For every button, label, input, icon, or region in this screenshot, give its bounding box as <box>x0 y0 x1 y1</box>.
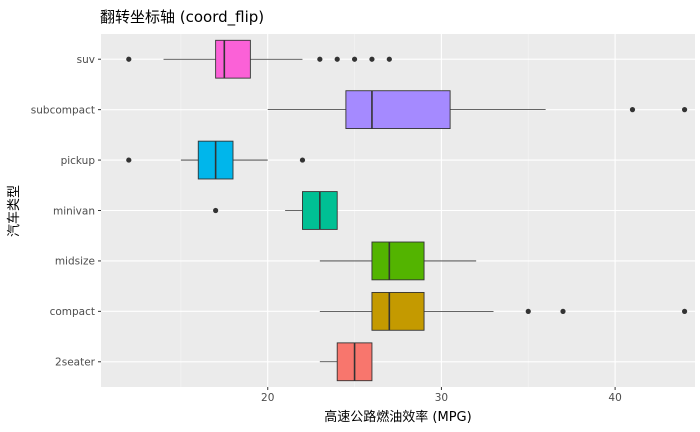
box-minivan <box>213 191 338 230</box>
y-tick-label: subcompact <box>31 104 95 116</box>
y-tick-label: pickup <box>61 155 96 167</box>
box-suv <box>126 39 392 79</box>
box-compact <box>319 291 688 331</box>
box-subcompact <box>267 90 688 130</box>
outlier-point <box>681 107 688 113</box>
outlier-point <box>317 56 323 62</box>
y-axis-ticks: 2seater compact midsize minivan pickup subcom… <box>31 54 101 369</box>
x-tick-label: 20 <box>261 392 274 404</box>
y-tick-label: midsize <box>55 256 95 268</box>
y-tick-label: 2seater <box>55 357 96 369</box>
outlier-point <box>629 107 636 113</box>
box-body <box>371 291 425 331</box>
x-tick-label: 40 <box>608 392 621 404</box>
y-tick-label: minivan <box>53 205 95 217</box>
outlier-point <box>126 56 132 62</box>
outlier-point <box>525 308 531 314</box>
chart-title: 翻转坐标轴 (coord_flip) <box>100 8 264 27</box>
outlier-point <box>386 56 392 62</box>
outlier-point <box>213 207 219 214</box>
outlier-point <box>681 308 688 314</box>
y-tick-label: suv <box>77 54 95 66</box>
outlier-point <box>369 56 375 62</box>
box-body <box>371 241 425 281</box>
outlier-point <box>351 56 358 62</box>
outlier-point <box>334 56 340 62</box>
outlier-point <box>560 308 566 314</box>
y-axis-title: 汽车类型 <box>6 185 22 237</box>
box-body <box>345 90 451 130</box>
x-axis-title: 高速公路燃油效率 (MPG) <box>324 409 471 425</box>
x-axis-ticks: 20 30 40 <box>261 387 622 404</box>
box-body <box>215 39 251 79</box>
boxes <box>126 39 688 382</box>
outlier-point <box>126 157 132 163</box>
outlier-point <box>299 157 306 163</box>
box-2seater <box>319 342 373 382</box>
x-tick-label: 30 <box>435 392 448 404</box>
y-tick-label: compact <box>50 306 95 318</box>
box-midsize <box>319 241 477 281</box>
box-pickup <box>126 140 306 180</box>
